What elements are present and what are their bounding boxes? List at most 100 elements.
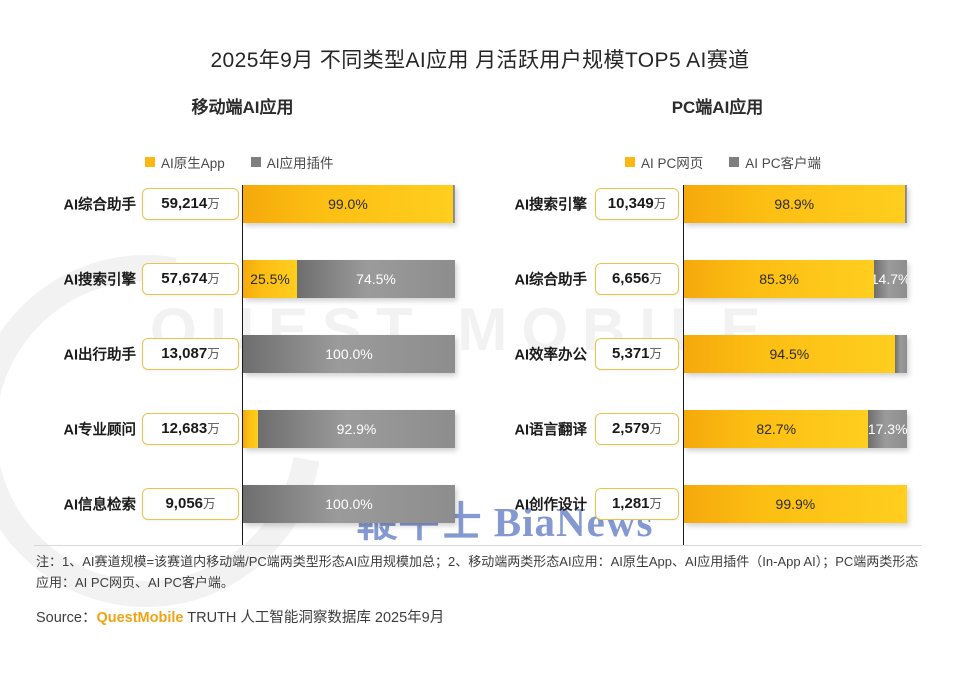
scale-number: 57,674 (161, 270, 207, 287)
scale-number: 59,214 (161, 195, 207, 212)
scale-unit: 万 (654, 197, 667, 211)
stacked-bar: 99.9% (684, 485, 907, 523)
scale-unit: 万 (203, 497, 216, 511)
bar-segment: 99.9% (684, 485, 907, 523)
bar-segment (243, 410, 258, 448)
bar-segment (905, 185, 907, 223)
source-rest: TRUTH 人工智能洞察数据库 2025年9月 (183, 610, 444, 626)
legend-item-native-app: AI原生App (145, 152, 225, 172)
bar-segment: 85.3% (684, 260, 874, 298)
category-label: AI出行助手 (48, 344, 136, 365)
bar-segment: 25.5% (243, 260, 297, 298)
scale-value-box: 2,579万 (595, 413, 679, 445)
scale-number: 10,349 (608, 195, 654, 212)
scale-value-box: 1,281万 (595, 488, 679, 520)
bar-segment (895, 335, 907, 373)
bar-segment (453, 185, 455, 223)
panel-title-pc: PC端AI应用 (625, 93, 810, 118)
stacked-bar: 99.0% (243, 185, 455, 223)
legend-label: AI PC客户端 (745, 152, 821, 172)
bar-segment: 98.9% (684, 185, 905, 223)
scale-number: 9,056 (165, 495, 203, 512)
category-label: AI专业顾问 (48, 419, 136, 440)
legend-label: AI PC网页 (641, 152, 703, 172)
legend-swatch-gray-icon (251, 157, 261, 167)
source-prefix: Source： (36, 610, 96, 626)
scale-unit: 万 (207, 197, 220, 211)
category-label: AI效率办公 (495, 344, 587, 365)
stacked-bar: 94.5% (684, 335, 907, 373)
scale-number: 1,281 (612, 495, 650, 512)
scale-unit: 万 (650, 422, 663, 436)
source-brand: QuestMobile (96, 610, 183, 626)
bar-segment: 100.0% (243, 335, 455, 373)
category-label: AI综合助手 (495, 269, 587, 290)
scale-unit: 万 (207, 347, 220, 361)
scale-value-box: 6,656万 (595, 263, 679, 295)
stacked-bar: 85.3%14.7% (684, 260, 907, 298)
bar-segment: 82.7% (684, 410, 868, 448)
scale-number: 12,683 (161, 420, 207, 437)
stacked-bar: 100.0% (243, 335, 455, 373)
legend-mobile: AI原生App AI应用插件 (145, 152, 334, 172)
legend-swatch-yellow-icon (625, 157, 635, 167)
legend-pc: AI PC网页 AI PC客户端 (625, 152, 821, 172)
bar-segment: 74.5% (297, 260, 455, 298)
legend-item-pc-client: AI PC客户端 (729, 152, 821, 172)
scale-number: 2,579 (612, 420, 650, 437)
scale-value-box: 10,349万 (595, 188, 679, 220)
scale-unit: 万 (650, 347, 663, 361)
scale-value-box: 9,056万 (142, 488, 239, 520)
legend-swatch-yellow-icon (145, 157, 155, 167)
bar-segment: 99.0% (243, 185, 453, 223)
source-line: Source：QuestMobile TRUTH 人工智能洞察数据库 2025年… (36, 606, 444, 627)
scale-value-box: 57,674万 (142, 263, 239, 295)
scale-unit: 万 (650, 497, 663, 511)
scale-unit: 万 (207, 422, 220, 436)
page-title: 2025年9月 不同类型AI应用 月活跃用户规模TOP5 AI赛道 (0, 44, 960, 74)
stacked-bar: 100.0% (243, 485, 455, 523)
legend-label: AI原生App (161, 152, 225, 172)
scale-value-box: 12,683万 (142, 413, 239, 445)
footer-divider (34, 545, 922, 546)
bar-segment: 94.5% (684, 335, 895, 373)
legend-swatch-gray-icon (729, 157, 739, 167)
chart-row: AI专业顾问 12,683万 92.9% (40, 410, 465, 448)
category-label: AI创作设计 (495, 494, 587, 515)
scale-number: 13,087 (161, 345, 207, 362)
panel-title-mobile: 移动端AI应用 (150, 93, 335, 118)
category-label: AI搜索引擎 (495, 194, 587, 215)
category-label: AI搜索引擎 (48, 269, 136, 290)
scale-number: 6,656 (612, 270, 650, 287)
bar-segment: 14.7% (874, 260, 907, 298)
chart-row: AI综合助手 59,214万 99.0% (40, 185, 465, 223)
scale-number: 5,371 (612, 345, 650, 362)
category-label: AI语言翻译 (495, 419, 587, 440)
legend-label: AI应用插件 (267, 152, 334, 172)
category-label: AI综合助手 (48, 194, 136, 215)
legend-item-pc-web: AI PC网页 (625, 152, 703, 172)
stacked-bar: 98.9% (684, 185, 907, 223)
scale-unit: 万 (207, 272, 220, 286)
stacked-bar: 92.9% (243, 410, 455, 448)
footnote: 注：1、AI赛道规模=该赛道内移动端/PC端两类型形态AI应用规模加总；2、移动… (36, 551, 920, 593)
category-label: AI信息检索 (48, 494, 136, 515)
bar-segment: 92.9% (258, 410, 455, 448)
scale-value-box: 13,087万 (142, 338, 239, 370)
bar-segment: 17.3% (868, 410, 907, 448)
scale-value-box: 5,371万 (595, 338, 679, 370)
chart-pc: AI搜索引擎10,349万98.9%AI综合助手6,656万85.3%14.7%… (495, 180, 920, 540)
bar-segment: 100.0% (243, 485, 455, 523)
scale-unit: 万 (650, 272, 663, 286)
stacked-bar: 82.7%17.3% (684, 410, 907, 448)
stacked-bar: 25.5%74.5% (243, 260, 455, 298)
